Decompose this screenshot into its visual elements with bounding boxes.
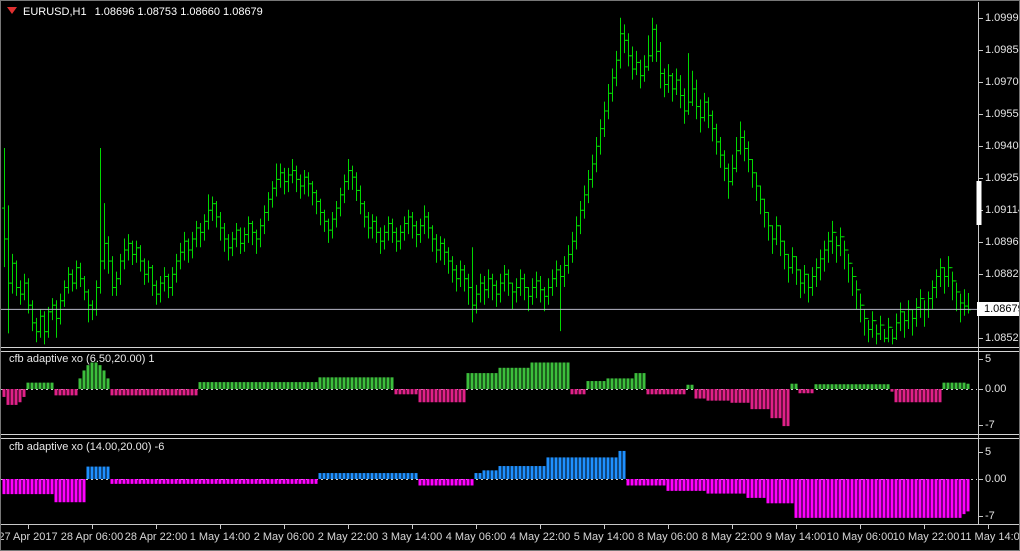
time-label: 4 May 22:00	[509, 531, 571, 543]
ind1-scale-bottom: -7	[985, 419, 995, 431]
price-tick-label: 1.09404	[985, 140, 1019, 152]
time-label: 10 May 22:00	[892, 531, 960, 543]
time-label: 8 May 06:00	[637, 531, 699, 543]
time-label: 5 May 14:00	[573, 531, 635, 543]
indicator2-caption: cfb adaptive xo (14.00,20.00) -6	[9, 441, 165, 453]
price-tick-label: 1.09114	[985, 204, 1019, 216]
time-label: 1 May 14:00	[189, 531, 251, 543]
time-label: 11 May 14:00	[960, 531, 1020, 543]
price-tick-label: 1.09999	[985, 12, 1019, 24]
price-tick-label: 1.08529	[985, 332, 1019, 344]
time-label: 2 May 22:00	[317, 531, 379, 543]
ind2-scale-zero: 0.00	[985, 473, 1007, 485]
time-label: 3 May 14:00	[381, 531, 443, 543]
time-label: 9 May 14:00	[765, 531, 827, 543]
chart-title: EURUSD,H1 1.08696 1.08753 1.08660 1.08679	[7, 6, 263, 18]
time-label: 2 May 06:00	[253, 531, 315, 543]
ohlc-quotes-label: 1.08696 1.08753 1.08660 1.08679	[94, 6, 263, 18]
time-label: 27 Apr 2017	[0, 531, 58, 543]
ind2-scale-top: 5	[985, 446, 992, 458]
ind2-scale-bottom: -7	[985, 510, 995, 522]
price-tick-label: 1.08969	[985, 236, 1019, 248]
ind1-scale-top: 5	[985, 353, 992, 365]
down-triangle-icon[interactable]	[7, 7, 17, 14]
price-tick-label: 1.09854	[985, 44, 1019, 56]
price-tick-label: 1.09259	[985, 172, 1019, 184]
price-tick-label: 1.08824	[985, 268, 1019, 280]
ind1-scale-zero: 0.00	[985, 383, 1007, 395]
price-tick-label: 1.09704	[985, 76, 1019, 88]
time-label: 10 May 06:00	[826, 531, 894, 543]
symbol-period-label: EURUSD,H1	[23, 6, 87, 18]
time-label: 28 Apr 22:00	[124, 531, 188, 543]
current-price-box: 1.08679	[977, 302, 1019, 316]
indicator1-caption: cfb adaptive xo (6.50,20.00) 1	[9, 353, 155, 365]
price-tick-label: 1.09554	[985, 108, 1019, 120]
time-label: 4 May 06:00	[445, 531, 507, 543]
time-label: 28 Apr 06:00	[60, 531, 124, 543]
time-label: 8 May 22:00	[701, 531, 763, 543]
